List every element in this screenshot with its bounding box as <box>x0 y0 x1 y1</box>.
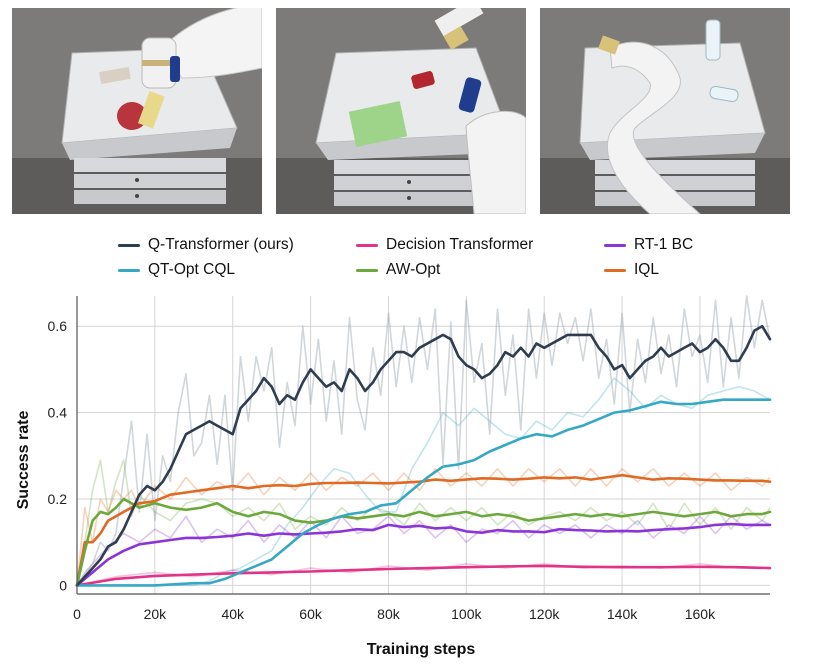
raw-series-line <box>76 515 771 586</box>
legend-swatch <box>356 268 378 272</box>
legend: Q-Transformer (ours) Decision Transforme… <box>118 236 738 282</box>
legend-item-decision-transformer: Decision Transformer <box>356 236 533 254</box>
x-tick-label: 100k <box>451 606 482 622</box>
x-tick-label: 40k <box>221 606 245 622</box>
series-line <box>75 324 772 587</box>
raw-series-line <box>77 377 771 587</box>
legend-item-iql: IQL <box>604 261 659 279</box>
legend-item-rt1-bc: RT-1 BC <box>604 236 693 254</box>
x-tick-label: 160k <box>685 606 716 622</box>
robot-arm-table-scene-icon <box>540 8 790 214</box>
y-tick-label: 0.6 <box>48 318 68 334</box>
x-tick-label: 140k <box>607 606 638 622</box>
x-tick-label: 0 <box>73 606 81 622</box>
x-tick-label: 120k <box>529 606 560 622</box>
legend-swatch <box>356 243 378 247</box>
legend-item-aw-opt: AW-Opt <box>356 261 440 279</box>
y-axis-label: Success rate <box>15 411 32 510</box>
legend-label: AW-Opt <box>386 261 441 278</box>
legend-swatch <box>604 243 626 247</box>
legend-item-q-transformer: Q-Transformer (ours) <box>118 236 294 254</box>
series-line <box>75 497 772 587</box>
series-line <box>75 522 772 587</box>
y-tick-label: 0 <box>59 577 67 593</box>
legend-swatch <box>118 268 140 272</box>
robot-arm-table-scene-icon <box>12 8 262 214</box>
x-tick-label: 80k <box>377 606 401 622</box>
success-rate-chart: 0 20k 40k 60k 80k 100k 120k 140k 160k 0 0.2 0.4 0.6 … <box>0 288 813 666</box>
legend-label: Q-Transformer (ours) <box>148 236 294 253</box>
series-line <box>75 473 772 587</box>
y-tick-label: 0.2 <box>48 491 68 507</box>
y-tick-label: 0.4 <box>48 405 68 421</box>
legend-label: RT-1 BC <box>634 236 694 253</box>
legend-label: Decision Transformer <box>386 236 534 253</box>
robot-scene-1 <box>12 8 262 214</box>
legend-label: QT-Opt CQL <box>148 261 235 278</box>
robot-arm-table-scene-icon <box>276 8 526 214</box>
series-line <box>75 564 772 587</box>
x-axis-label: Training steps <box>367 641 476 658</box>
legend-label: IQL <box>634 261 659 278</box>
raw-series-line <box>76 459 771 586</box>
robot-scene-2 <box>276 8 526 214</box>
robot-scene-3 <box>540 8 790 214</box>
legend-swatch <box>604 268 626 272</box>
x-tick-label: 60k <box>299 606 323 622</box>
smoothed-series-layer <box>75 324 772 587</box>
axes: 0 20k 40k 60k 80k 100k 120k 140k 160k 0 0.2 0.4 0.6 <box>48 296 770 622</box>
series-line <box>75 398 772 587</box>
raw-series-line <box>76 295 771 586</box>
x-tick-label: 20k <box>144 606 168 622</box>
legend-swatch <box>118 243 140 247</box>
legend-item-qt-opt-cql: QT-Opt CQL <box>118 261 235 279</box>
